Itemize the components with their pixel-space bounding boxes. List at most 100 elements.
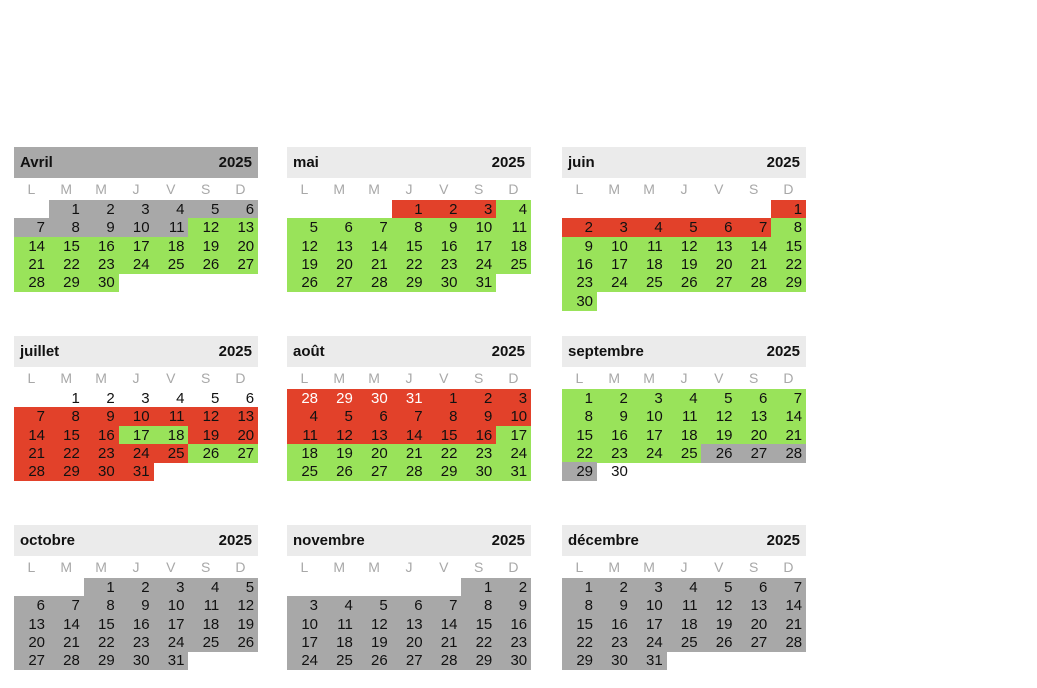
day-cell[interactable]: 30: [118, 651, 154, 671]
day-cell[interactable]: 28: [14, 273, 49, 293]
day-cell[interactable]: 25: [666, 443, 702, 463]
day-cell[interactable]: 28: [14, 462, 49, 482]
day-cell[interactable]: 11: [153, 218, 189, 238]
day-cell[interactable]: 4: [321, 596, 357, 616]
day-cell[interactable]: 20: [321, 254, 357, 274]
day-cell[interactable]: 30: [83, 462, 119, 482]
day-cell[interactable]: 6: [356, 407, 392, 427]
day-cell[interactable]: 3: [596, 218, 632, 238]
day-cell[interactable]: 16: [83, 236, 119, 256]
day-cell[interactable]: 20: [223, 236, 259, 256]
day-cell[interactable]: 18: [153, 236, 189, 256]
day-cell[interactable]: 15: [48, 425, 84, 445]
day-cell[interactable]: 10: [596, 236, 632, 256]
day-cell[interactable]: 26: [287, 273, 322, 293]
day-cell[interactable]: 25: [496, 254, 532, 274]
day-cell[interactable]: 20: [391, 632, 427, 652]
day-cell[interactable]: 27: [321, 273, 357, 293]
day-cell[interactable]: 28: [391, 462, 427, 482]
day-cell[interactable]: 3: [496, 389, 532, 408]
day-cell-prev-month[interactable]: 31: [391, 389, 427, 408]
day-cell[interactable]: 8: [562, 407, 597, 427]
day-cell[interactable]: 25: [321, 651, 357, 671]
day-cell[interactable]: 21: [391, 443, 427, 463]
day-cell[interactable]: 16: [596, 425, 632, 445]
day-cell[interactable]: 29: [48, 462, 84, 482]
day-cell[interactable]: 30: [496, 651, 532, 671]
day-cell[interactable]: 27: [356, 462, 392, 482]
day-cell[interactable]: 11: [321, 614, 357, 634]
day-cell[interactable]: 27: [14, 651, 49, 671]
day-cell[interactable]: 1: [83, 578, 119, 597]
day-cell[interactable]: 5: [188, 200, 224, 219]
day-cell[interactable]: 14: [48, 614, 84, 634]
day-cell[interactable]: 27: [223, 443, 259, 463]
day-cell[interactable]: 5: [701, 578, 737, 597]
day-cell[interactable]: 7: [14, 407, 49, 427]
day-cell[interactable]: 17: [461, 236, 497, 256]
day-cell[interactable]: 23: [83, 254, 119, 274]
day-cell[interactable]: 13: [223, 407, 259, 427]
day-cell[interactable]: 13: [14, 614, 49, 634]
day-cell[interactable]: 14: [391, 425, 427, 445]
day-cell[interactable]: 31: [461, 273, 497, 293]
day-cell[interactable]: 6: [701, 218, 737, 238]
day-cell[interactable]: 13: [701, 236, 737, 256]
day-cell[interactable]: 29: [562, 462, 597, 482]
day-cell[interactable]: 10: [461, 218, 497, 238]
day-cell[interactable]: 30: [83, 273, 119, 293]
day-cell[interactable]: 8: [48, 407, 84, 427]
day-cell[interactable]: 20: [356, 443, 392, 463]
day-cell[interactable]: 4: [666, 578, 702, 597]
day-cell[interactable]: 11: [666, 596, 702, 616]
day-cell[interactable]: 31: [496, 462, 532, 482]
day-cell[interactable]: 30: [426, 273, 462, 293]
day-cell[interactable]: 25: [153, 443, 189, 463]
day-cell[interactable]: 24: [631, 443, 667, 463]
day-cell[interactable]: 18: [188, 614, 224, 634]
day-cell[interactable]: 11: [153, 407, 189, 427]
day-cell[interactable]: 24: [596, 273, 632, 293]
day-cell[interactable]: 4: [176, 390, 185, 407]
day-cell[interactable]: 22: [391, 254, 427, 274]
day-cell[interactable]: 2: [562, 218, 597, 238]
day-cell[interactable]: 20: [223, 425, 259, 445]
day-cell[interactable]: 16: [562, 254, 597, 274]
day-cell[interactable]: 18: [496, 236, 532, 256]
day-cell[interactable]: 20: [736, 614, 772, 634]
day-cell[interactable]: 29: [562, 651, 597, 671]
day-cell[interactable]: 12: [188, 218, 224, 238]
day-cell[interactable]: 21: [14, 254, 49, 274]
day-cell[interactable]: 9: [83, 407, 119, 427]
day-cell[interactable]: 12: [321, 425, 357, 445]
day-cell[interactable]: 21: [736, 254, 772, 274]
day-cell[interactable]: 24: [287, 651, 322, 671]
day-cell[interactable]: 7: [48, 596, 84, 616]
day-cell[interactable]: 28: [426, 651, 462, 671]
day-cell[interactable]: 2: [83, 200, 119, 219]
day-cell[interactable]: 25: [631, 273, 667, 293]
day-cell[interactable]: 30: [562, 291, 597, 311]
day-cell[interactable]: 24: [461, 254, 497, 274]
day-cell[interactable]: 1: [562, 389, 597, 408]
day-cell[interactable]: 1: [771, 200, 807, 219]
day-cell[interactable]: 7: [771, 578, 807, 597]
day-cell[interactable]: 3: [461, 200, 497, 219]
day-cell[interactable]: 15: [426, 425, 462, 445]
day-cell[interactable]: 25: [666, 632, 702, 652]
day-cell[interactable]: 6: [736, 578, 772, 597]
day-cell[interactable]: 4: [153, 200, 189, 219]
day-cell[interactable]: 13: [736, 407, 772, 427]
day-cell[interactable]: 17: [496, 425, 532, 445]
day-cell[interactable]: 20: [701, 254, 737, 274]
day-cell[interactable]: 1: [391, 200, 427, 219]
day-cell[interactable]: 2: [461, 389, 497, 408]
day-cell[interactable]: 19: [321, 443, 357, 463]
day-cell-prev-month[interactable]: 28: [287, 389, 322, 408]
day-cell[interactable]: 1: [48, 200, 84, 219]
day-cell[interactable]: 17: [118, 425, 154, 445]
day-cell[interactable]: 19: [188, 425, 224, 445]
day-cell[interactable]: 16: [596, 614, 632, 634]
day-cell[interactable]: 22: [562, 443, 597, 463]
day-cell[interactable]: 15: [771, 236, 807, 256]
